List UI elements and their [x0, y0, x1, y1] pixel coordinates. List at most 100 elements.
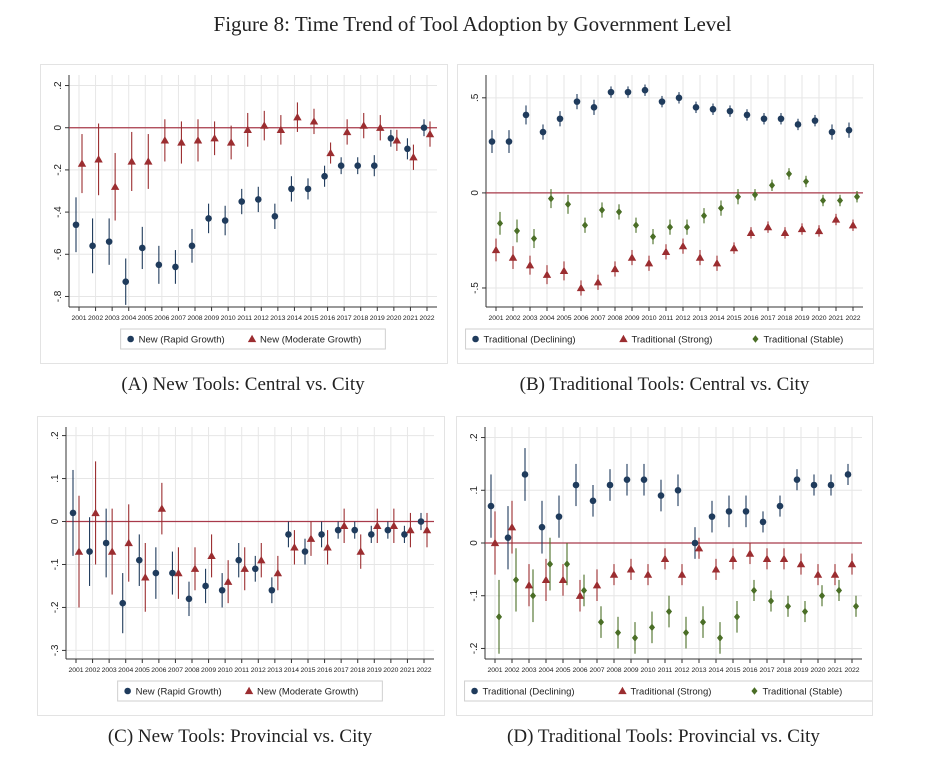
data-point — [491, 245, 501, 254]
x-tick-label: 2015 — [300, 667, 315, 674]
x-tick-label: 2001 — [487, 667, 502, 674]
data-point — [725, 508, 733, 515]
data-point — [811, 117, 819, 124]
data-point — [742, 508, 750, 515]
data-point — [845, 126, 853, 134]
x-tick-label: 2011 — [234, 667, 249, 674]
data-point — [538, 523, 546, 531]
legend-label: Traditional (Strong) — [630, 687, 711, 698]
data-point — [675, 94, 683, 102]
x-tick-label: 2017 — [334, 667, 349, 674]
x-tick-label: 2010 — [221, 315, 236, 322]
data-point — [155, 261, 163, 269]
data-point — [641, 86, 649, 94]
data-point — [522, 111, 530, 119]
data-point — [726, 107, 734, 115]
x-tick-label: 2016 — [317, 667, 332, 674]
data-point — [127, 157, 136, 165]
x-tick-label: 2008 — [187, 315, 202, 322]
data-point — [417, 518, 425, 525]
data-point — [94, 155, 103, 163]
data-point — [610, 264, 620, 273]
x-tick-label: 2020 — [383, 667, 398, 674]
data-point — [193, 136, 203, 144]
x-tick-label: 2012 — [254, 315, 269, 322]
x-tick-label: 2009 — [201, 667, 216, 674]
y-tick-label: -.5 — [470, 282, 481, 294]
data-point — [572, 481, 580, 489]
x-tick-label: 2010 — [218, 667, 233, 674]
legend-label: Traditional (Strong) — [631, 335, 712, 346]
data-point — [169, 569, 176, 577]
data-point — [750, 586, 758, 595]
data-point — [293, 112, 302, 121]
data-point — [759, 518, 767, 526]
legend-marker — [751, 687, 758, 695]
x-tick-label: 2011 — [658, 667, 673, 674]
data-point — [160, 136, 170, 144]
x-tick-label: 2005 — [555, 667, 570, 674]
data-point — [174, 568, 183, 577]
data-point — [762, 554, 772, 562]
data-point — [304, 185, 312, 193]
x-tick-label: 2002 — [85, 667, 100, 674]
data-point — [288, 185, 295, 193]
data-point — [836, 196, 844, 205]
data-point — [559, 266, 569, 275]
y-tick-label: -.2 — [469, 642, 480, 654]
x-tick-label: 2007 — [590, 315, 605, 322]
data-point — [709, 105, 717, 113]
x-tick-label: 2013 — [692, 315, 707, 322]
data-point — [488, 138, 496, 145]
data-point — [556, 115, 564, 123]
x-tick-label: 2013 — [691, 667, 706, 674]
data-point — [221, 217, 229, 224]
x-tick-label: 2005 — [556, 315, 571, 322]
x-tick-label: 2022 — [845, 315, 860, 322]
chart-panel-a: .2 0 -.2 -.4 -.6 -.8 2001 2002 2003 2004 2005 2006 2… — [40, 64, 448, 364]
data-point — [624, 88, 632, 96]
legend-label: Traditional (Stable) — [763, 335, 843, 346]
data-point — [768, 181, 776, 190]
data-point — [716, 634, 724, 642]
data-point — [777, 115, 785, 123]
y-tick-label: -.8 — [53, 290, 64, 302]
data-point — [91, 508, 100, 517]
data-point — [276, 125, 286, 133]
data-point — [205, 215, 212, 222]
data-point — [708, 513, 716, 520]
data-point — [306, 534, 316, 542]
data-point — [240, 564, 249, 572]
x-tick-label: 2012 — [674, 667, 689, 674]
x-tick-label: 2008 — [607, 315, 622, 322]
data-point — [218, 586, 226, 594]
x-tick-label: 2014 — [287, 315, 302, 322]
data-point — [152, 569, 160, 577]
data-point — [373, 521, 382, 529]
data-point — [77, 159, 87, 167]
data-point — [524, 580, 534, 589]
data-point — [337, 162, 345, 169]
y-tick-label: 0 — [469, 540, 480, 546]
caption-c: (C) New Tools: Provincial vs. City — [107, 726, 373, 747]
data-point — [745, 549, 755, 557]
figure-title: Figure 8: Time Trend of Tool Adoption by… — [213, 12, 732, 36]
x-tick-label: 2015 — [726, 315, 741, 322]
x-tick-label: 2022 — [844, 667, 859, 674]
data-point — [794, 121, 802, 128]
y-tick-label: .1 — [469, 486, 480, 495]
x-tick-label: 2022 — [416, 667, 431, 674]
data-point — [827, 481, 835, 489]
data-point — [122, 278, 130, 285]
x-tick-label: 2006 — [573, 315, 588, 322]
data-point — [74, 547, 84, 555]
data-point — [301, 548, 309, 555]
data-point — [507, 522, 517, 531]
x-tick-label: 2018 — [776, 667, 791, 674]
data-point — [590, 104, 598, 111]
x-tick-label: 2014 — [709, 315, 724, 322]
data-point — [339, 521, 349, 529]
x-tick-label: 2009 — [204, 315, 219, 322]
data-point — [207, 551, 216, 560]
